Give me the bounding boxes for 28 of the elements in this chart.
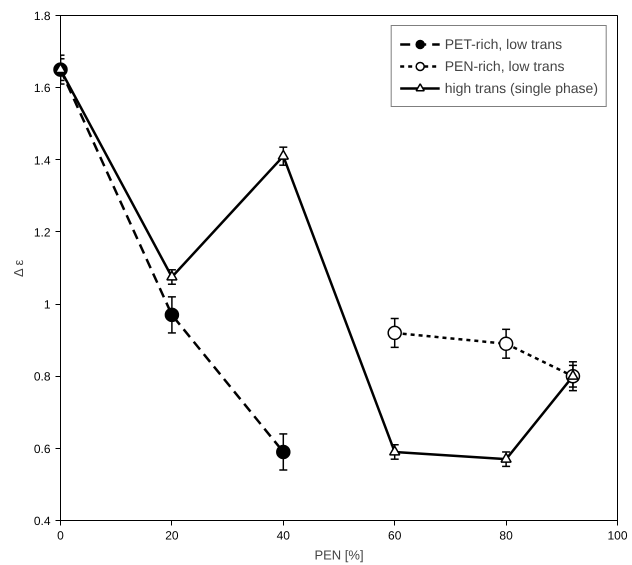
x-tick-label: 100	[607, 528, 628, 542]
point	[498, 336, 514, 351]
y-tick-label: 1.8	[34, 9, 51, 23]
y-tick-label: 1	[44, 298, 51, 312]
y-tick-label: 1.4	[34, 153, 51, 168]
legend-label: PET-rich, low trans	[444, 36, 562, 52]
y-tick-label: 1.2	[34, 225, 51, 240]
x-tick-label: 80	[499, 528, 514, 542]
point	[500, 452, 512, 463]
y-tick-label: 0.4	[34, 514, 51, 528]
y-tick-label: 1.6	[34, 81, 51, 96]
point	[164, 308, 180, 322]
point	[278, 150, 290, 160]
point	[388, 445, 400, 456]
point	[166, 270, 178, 281]
x-tick-label: 40	[276, 528, 290, 542]
legend-label: high trans (single phase)	[444, 80, 598, 96]
y-axis-title: Δ ε	[10, 259, 26, 278]
x-tick-label: 60	[388, 528, 402, 542]
point	[387, 326, 402, 340]
x-tick-label: 20	[165, 528, 179, 542]
x-axis-title: PEN [%]	[314, 548, 364, 562]
point	[276, 444, 291, 460]
y-tick-label: 0.8	[34, 370, 51, 384]
x-tick-label: 0	[57, 528, 64, 542]
point	[567, 370, 579, 380]
legend-label: PEN-rich, low trans	[444, 58, 564, 74]
y-tick-label: 0.6	[34, 442, 51, 456]
